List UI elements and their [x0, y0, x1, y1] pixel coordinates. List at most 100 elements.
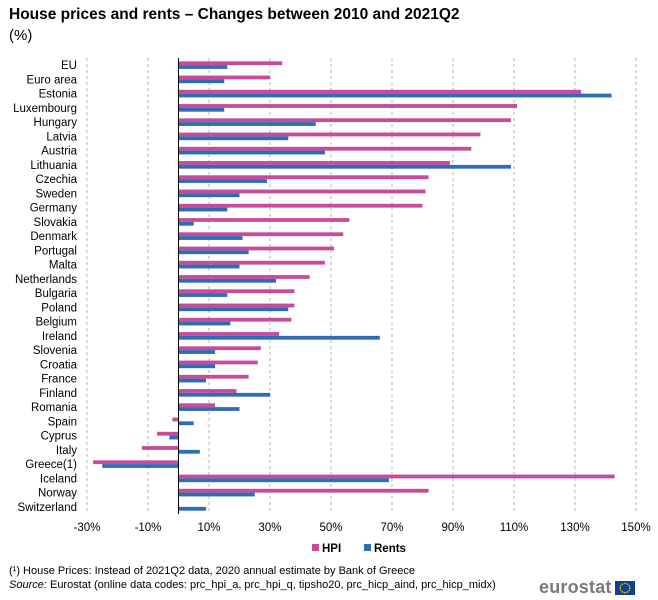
eurostat-logo: eurostat	[539, 577, 635, 598]
category-label: Iceland	[40, 473, 77, 485]
bar-rents	[178, 335, 380, 340]
category-label: Latvia	[46, 131, 77, 143]
legend-label-rents: Rents	[374, 543, 406, 555]
bar-hpi	[178, 389, 237, 393]
category-label: Greece(1)	[25, 459, 77, 471]
bar-hpi	[178, 61, 283, 66]
source-text: Eurostat (online data codes: prc_hpi_a, …	[46, 579, 496, 591]
bar-rents	[178, 179, 267, 183]
x-tick-label: 130%	[560, 522, 589, 534]
bar-hpi	[157, 431, 179, 436]
bar-rents	[178, 150, 325, 155]
bar-rents	[178, 407, 240, 411]
bar-rents	[178, 107, 225, 112]
category-label: Slovenia	[33, 345, 78, 357]
eurostat-wordmark: eurostat	[539, 577, 612, 597]
bar-hpi	[178, 360, 258, 365]
bar-rents	[178, 506, 206, 511]
bar-rents	[178, 421, 194, 426]
bar-hpi	[178, 75, 270, 80]
bar-hpi	[178, 346, 261, 351]
bar-hpi	[178, 232, 344, 237]
bar-rents	[178, 207, 228, 212]
category-label: Finland	[39, 388, 77, 400]
bar-hpi	[178, 246, 335, 251]
eu-flag-icon	[614, 580, 635, 595]
x-tick-label: 50%	[319, 522, 342, 534]
source-note: Source: Eurostat (online data codes: prc…	[9, 579, 496, 591]
bar-hpi	[178, 146, 472, 151]
x-tick-label: 150%	[621, 522, 650, 534]
bar-rents	[178, 193, 240, 198]
bar-rents	[178, 364, 216, 369]
category-label: Denmark	[30, 231, 77, 243]
legend-swatch-hpi	[312, 544, 319, 551]
bar-rents	[178, 392, 270, 397]
bar-rents	[178, 492, 255, 497]
bar-hpi	[178, 317, 292, 322]
bar-rents	[178, 250, 249, 255]
bar-rents	[178, 164, 511, 169]
bar-hpi	[178, 218, 350, 222]
category-label: Austria	[41, 146, 77, 158]
bar-rents	[178, 264, 240, 269]
category-label: Ireland	[42, 331, 77, 343]
bar-hpi	[178, 203, 423, 208]
bar-hpi	[178, 104, 518, 108]
bar-hpi	[178, 303, 295, 308]
category-label: Euro area	[26, 74, 77, 86]
x-tick-label: 110%	[500, 522, 529, 534]
bar-hpi	[178, 175, 429, 180]
category-label: France	[41, 374, 77, 386]
bar-rents	[178, 449, 200, 454]
bar-rents	[178, 307, 289, 312]
bar-rents	[178, 321, 231, 326]
bar-rents	[178, 79, 225, 84]
bar-hpi	[178, 260, 325, 265]
category-label: Romania	[31, 402, 78, 414]
legend-label-hpi: HPI	[322, 543, 341, 555]
category-label: Hungary	[34, 117, 78, 129]
bar-rents	[178, 136, 289, 141]
bar-rents	[178, 478, 389, 483]
bar-hpi	[178, 488, 429, 493]
bar-hpi	[178, 374, 249, 379]
bar-rents	[178, 236, 243, 240]
category-label: Switzerland	[18, 502, 77, 514]
category-label: Croatia	[40, 359, 78, 371]
x-tick-label: 90%	[441, 522, 464, 534]
x-tick-label: 10%	[197, 522, 220, 534]
bar-rents	[178, 93, 612, 98]
bar-hpi	[178, 474, 615, 479]
category-label: Netherlands	[15, 274, 77, 286]
category-label: Norway	[38, 488, 77, 500]
x-tick-label: -10%	[135, 522, 162, 534]
category-label: Sweden	[35, 188, 77, 200]
bar-rents	[169, 435, 179, 440]
bar-rents	[178, 350, 216, 354]
source-label: Source:	[9, 579, 47, 591]
category-label: Germany	[30, 203, 78, 215]
bar-hpi	[178, 161, 450, 165]
bar-hpi	[178, 89, 582, 94]
category-label: Belgium	[35, 317, 77, 329]
bar-rents	[178, 65, 228, 69]
footnote: (¹) House Prices: Instead of 2021Q2 data…	[9, 565, 416, 577]
category-label: EU	[61, 60, 77, 72]
legend-swatch-rents	[364, 544, 371, 551]
bar-rents	[178, 293, 228, 297]
bar-rents	[102, 464, 179, 468]
bar-rents	[178, 221, 194, 226]
category-label: Italy	[56, 445, 77, 457]
bar-hpi	[178, 118, 511, 123]
category-label: Slovakia	[34, 217, 78, 229]
x-tick-label: 70%	[380, 522, 403, 534]
category-label: Malta	[49, 260, 78, 272]
category-label: Spain	[48, 416, 77, 428]
bar-hpi	[178, 403, 216, 408]
bar-hpi	[178, 275, 310, 279]
bar-hpi	[93, 460, 179, 465]
bar-hpi	[141, 446, 179, 450]
chart-unit: (%)	[9, 27, 33, 44]
category-label: Luxembourg	[13, 103, 77, 115]
